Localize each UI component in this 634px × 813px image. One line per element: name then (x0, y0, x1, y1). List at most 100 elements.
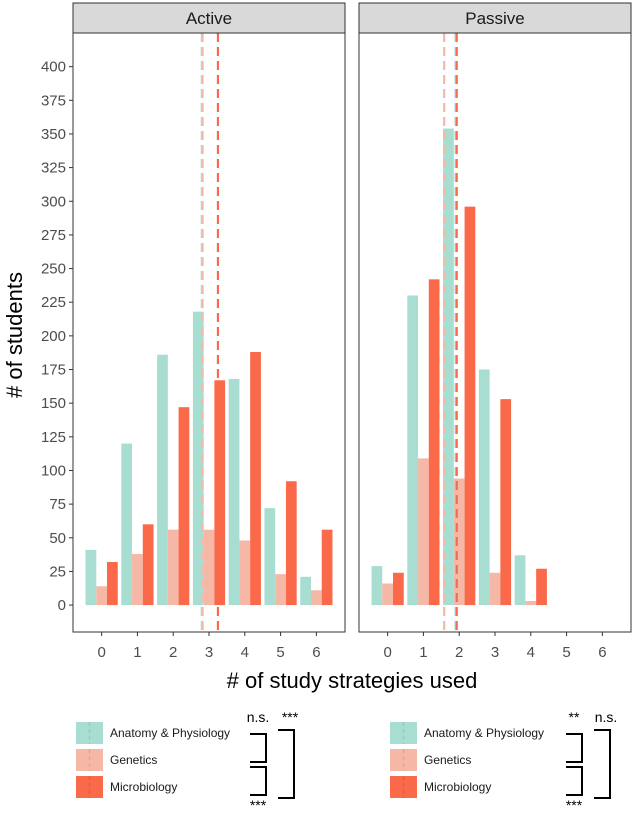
sig-label-ap-micro: *** (282, 709, 299, 725)
sig-label-ap-genetics: ** (569, 709, 580, 725)
y-tick-label: 200 (41, 328, 66, 345)
bar-anatomy-physiology-0 (85, 549, 97, 606)
bar-anatomy-physiology-1 (121, 443, 133, 606)
x-tick-label: 3 (491, 644, 499, 661)
bar-genetics-3 (489, 572, 501, 606)
legend-label-microbiology: Microbiology (424, 780, 491, 794)
y-tick-label: 125 (41, 429, 66, 446)
bar-anatomy-physiology-2 (157, 354, 168, 606)
y-tick-label: 325 (41, 160, 66, 177)
bar-genetics-5 (275, 574, 286, 606)
legend-label-microbiology: Microbiology (110, 780, 177, 794)
x-tick-label: 6 (312, 644, 320, 661)
bar-genetics-2 (453, 478, 465, 606)
y-tick-label: 50 (49, 530, 66, 547)
bar-genetics-0 (96, 586, 107, 606)
sig-bracket-genetics-micro (250, 766, 267, 796)
bar-anatomy-physiology-4 (514, 555, 526, 606)
bar-microbiology-5 (285, 481, 297, 606)
bar-anatomy-physiology-3 (478, 369, 490, 606)
x-tick-label: 5 (276, 644, 284, 661)
bar-genetics-6 (311, 590, 322, 606)
legend-label-genetics: Genetics (424, 753, 471, 767)
legend-label-anatomy-physiology: Anatomy & Physiology (110, 726, 230, 740)
y-tick-label: 400 (41, 59, 66, 76)
x-tick-label: 4 (241, 644, 249, 661)
bar-genetics-4 (239, 540, 251, 606)
bar-microbiology-2 (178, 407, 190, 606)
y-tick-label: 150 (41, 395, 66, 412)
y-tick-label: 100 (41, 462, 66, 479)
y-tick-label: 275 (41, 227, 66, 244)
bar-microbiology-0 (107, 562, 118, 606)
bar-anatomy-physiology-1 (407, 295, 419, 606)
legend-label-anatomy-physiology: Anatomy & Physiology (424, 726, 544, 740)
x-tick-label: 1 (133, 644, 141, 661)
x-tick-label: 0 (383, 644, 391, 661)
y-tick-label: 250 (41, 261, 66, 278)
x-tick-label: 3 (205, 644, 213, 661)
panel-title: Passive (465, 9, 525, 28)
bar-microbiology-1 (142, 524, 154, 606)
panel-border (358, 32, 632, 633)
legend-2: Anatomy & Physiology Genetics Microbiology… (390, 709, 617, 813)
y-tick-label: 375 (41, 92, 66, 109)
y-tick-label: 225 (41, 294, 66, 311)
bar-microbiology-2 (464, 206, 476, 606)
x-axis-title: # of study strategies used (227, 668, 478, 693)
bar-genetics-0 (382, 583, 393, 606)
panel-strip (358, 2, 632, 34)
bar-microbiology-4 (536, 568, 547, 606)
bar-anatomy-physiology-6 (300, 576, 311, 606)
sig-bracket-ap-genetics (566, 733, 583, 763)
bar-anatomy-physiology-4 (228, 378, 240, 606)
panel-active: Active 0 1 2 3 4 5 6 0 25 50 75 100 125 150 175 200 225 25… (41, 2, 346, 661)
panel-title: Active (186, 9, 232, 28)
legend-1: Anatomy & Physiology Genetics Microbiology… (76, 709, 299, 813)
y-axis-title-group: # of students (2, 272, 27, 398)
y-tick-label: 25 (49, 563, 66, 580)
sig-label-genetics-micro: *** (566, 797, 583, 813)
sig-label-genetics-micro: *** (250, 797, 267, 813)
bar-microbiology-3 (500, 399, 512, 606)
x-tick-label: 4 (527, 644, 535, 661)
sig-bracket-ap-micro (278, 729, 295, 799)
bar-microbiology-3 (214, 380, 226, 606)
bar-anatomy-physiology-0 (371, 566, 383, 606)
y-tick-label: 175 (41, 362, 66, 379)
bar-anatomy-physiology-3 (192, 311, 204, 606)
x-tick-label: 5 (562, 644, 570, 661)
bar-microbiology-0 (393, 572, 404, 606)
y-axis-title: # of students (2, 272, 27, 398)
bar-genetics-1 (132, 553, 143, 606)
bar-microbiology-1 (428, 279, 440, 606)
bar-genetics-2 (167, 529, 179, 606)
sig-label-ap-genetics: n.s. (247, 709, 270, 725)
sig-bracket-ap-genetics (250, 733, 267, 763)
sig-bracket-ap-micro (594, 729, 611, 799)
bar-anatomy-physiology-5 (264, 508, 276, 606)
bar-genetics-4 (525, 601, 537, 606)
bar-genetics-1 (418, 458, 429, 606)
bar-anatomy-physiology-2 (443, 128, 454, 606)
bar-microbiology-4 (250, 352, 261, 606)
y-tick-label: 0 (58, 597, 66, 614)
x-tick-label: 0 (97, 644, 105, 661)
x-tick-label: 2 (455, 644, 463, 661)
sig-bracket-genetics-micro (566, 766, 583, 796)
legend-label-genetics: Genetics (110, 753, 157, 767)
x-tick-label: 1 (419, 644, 427, 661)
sig-label-ap-micro: n.s. (595, 709, 618, 725)
x-tick-label: 2 (169, 644, 177, 661)
bar-microbiology-6 (321, 529, 333, 606)
y-tick-label: 350 (41, 126, 66, 143)
x-tick-label: 6 (598, 644, 606, 661)
legends: Anatomy & Physiology Genetics Microbiology… (76, 709, 617, 813)
y-tick-label: 75 (49, 496, 66, 513)
y-tick-label: 300 (41, 193, 66, 210)
panel-strip (72, 2, 346, 34)
panel-passive: Passive 0 1 2 3 4 5 6 (358, 2, 632, 661)
bar-genetics-3 (203, 529, 215, 606)
